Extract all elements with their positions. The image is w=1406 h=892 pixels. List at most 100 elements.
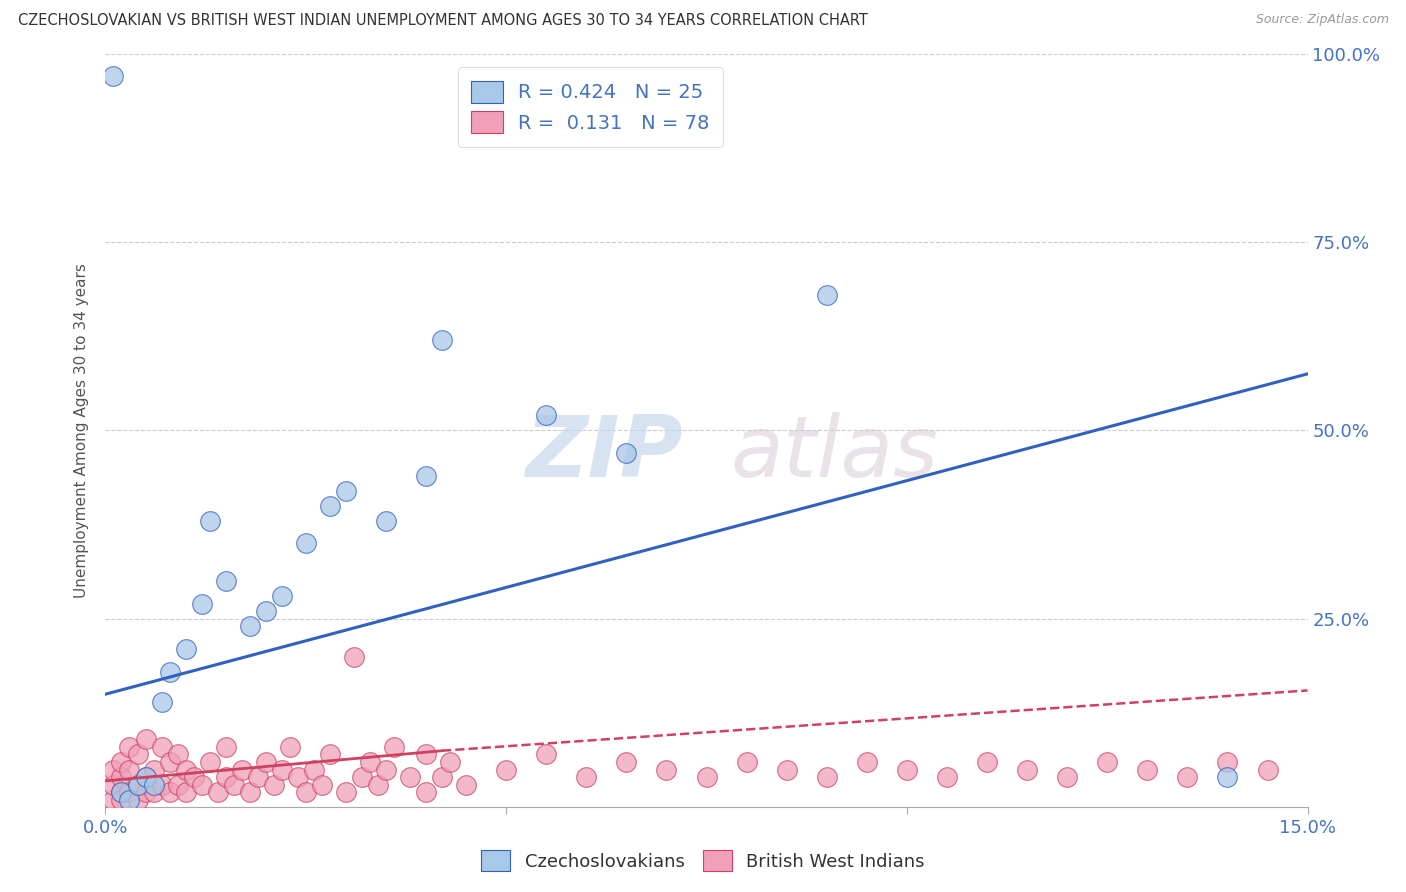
Point (110, 755, 132, 769)
Text: atlas: atlas (731, 411, 939, 494)
Point (110, 770, 132, 784)
Point (118, 785, 141, 799)
Point (302, 763, 325, 777)
Point (127, 747, 149, 762)
Point (415, 785, 437, 799)
Point (270, 763, 292, 777)
Point (118, 793, 141, 807)
Point (616, 446, 638, 460)
Y-axis label: Unemployment Among Ages 30 to 34 years: Unemployment Among Ages 30 to 34 years (75, 263, 90, 598)
Point (454, 778, 477, 792)
Point (142, 778, 165, 792)
Point (103, 778, 125, 792)
Point (207, 785, 229, 799)
Point (118, 763, 141, 777)
Point (976, 755, 998, 769)
Point (263, 778, 285, 792)
Point (239, 619, 262, 633)
Point (855, 755, 877, 769)
Point (166, 778, 188, 792)
Point (198, 514, 221, 528)
Point (374, 763, 398, 777)
Point (815, 770, 838, 784)
Point (110, 785, 132, 799)
Text: ZIP: ZIP (524, 411, 682, 494)
Point (142, 785, 165, 799)
Point (118, 739, 141, 754)
Point (575, 770, 598, 784)
Point (214, 770, 236, 784)
Legend: Czechoslovakians, British West Indians: Czechoslovakians, British West Indians (474, 843, 932, 879)
Point (896, 763, 918, 777)
Point (214, 739, 236, 754)
Point (254, 755, 277, 769)
Point (110, 793, 132, 807)
Point (655, 763, 678, 777)
Point (142, 763, 165, 777)
Point (1216, 770, 1239, 784)
Point (335, 785, 357, 799)
Point (150, 739, 173, 754)
Point (295, 536, 318, 550)
Point (359, 755, 381, 769)
Text: Source: ZipAtlas.com: Source: ZipAtlas.com (1256, 13, 1389, 27)
Point (319, 747, 342, 762)
Point (439, 755, 461, 769)
Point (159, 665, 181, 679)
Point (190, 778, 212, 792)
Point (222, 778, 245, 792)
Point (135, 732, 157, 747)
Point (374, 514, 398, 528)
Point (278, 739, 301, 754)
Point (246, 770, 269, 784)
Point (430, 770, 453, 784)
Point (696, 770, 718, 784)
Point (174, 785, 197, 799)
Point (174, 642, 197, 657)
Point (135, 770, 157, 784)
Legend: R = 0.424   N = 25, R =  0.131   N = 78: R = 0.424 N = 25, R = 0.131 N = 78 (458, 67, 723, 147)
Point (319, 499, 342, 513)
Point (190, 597, 212, 611)
Point (150, 695, 173, 709)
Point (135, 785, 157, 799)
Point (287, 770, 309, 784)
Point (135, 770, 157, 784)
Point (1177, 770, 1199, 784)
Point (343, 649, 366, 664)
Point (295, 785, 318, 799)
Point (815, 287, 838, 301)
Point (110, 785, 132, 799)
Point (183, 770, 205, 784)
Point (495, 763, 517, 777)
Point (159, 785, 181, 799)
Point (735, 755, 758, 769)
Point (270, 589, 292, 603)
Point (127, 793, 149, 807)
Point (231, 763, 253, 777)
Point (127, 778, 149, 792)
Point (367, 778, 389, 792)
Point (166, 747, 188, 762)
Point (159, 755, 181, 769)
Point (430, 333, 453, 347)
Point (534, 409, 557, 423)
Text: CZECHOSLOVAKIAN VS BRITISH WEST INDIAN UNEMPLOYMENT AMONG AGES 30 TO 34 YEARS CO: CZECHOSLOVAKIAN VS BRITISH WEST INDIAN U… (18, 13, 868, 29)
Point (174, 763, 197, 777)
Point (103, 69, 125, 83)
Point (399, 770, 422, 784)
Point (1257, 763, 1279, 777)
Point (616, 755, 638, 769)
Point (415, 468, 437, 483)
Point (127, 778, 149, 792)
Point (198, 755, 221, 769)
Point (534, 747, 557, 762)
Point (150, 778, 173, 792)
Point (103, 793, 125, 807)
Point (1056, 770, 1078, 784)
Point (415, 747, 437, 762)
Point (382, 739, 405, 754)
Point (311, 778, 333, 792)
Point (1216, 755, 1239, 769)
Point (776, 763, 799, 777)
